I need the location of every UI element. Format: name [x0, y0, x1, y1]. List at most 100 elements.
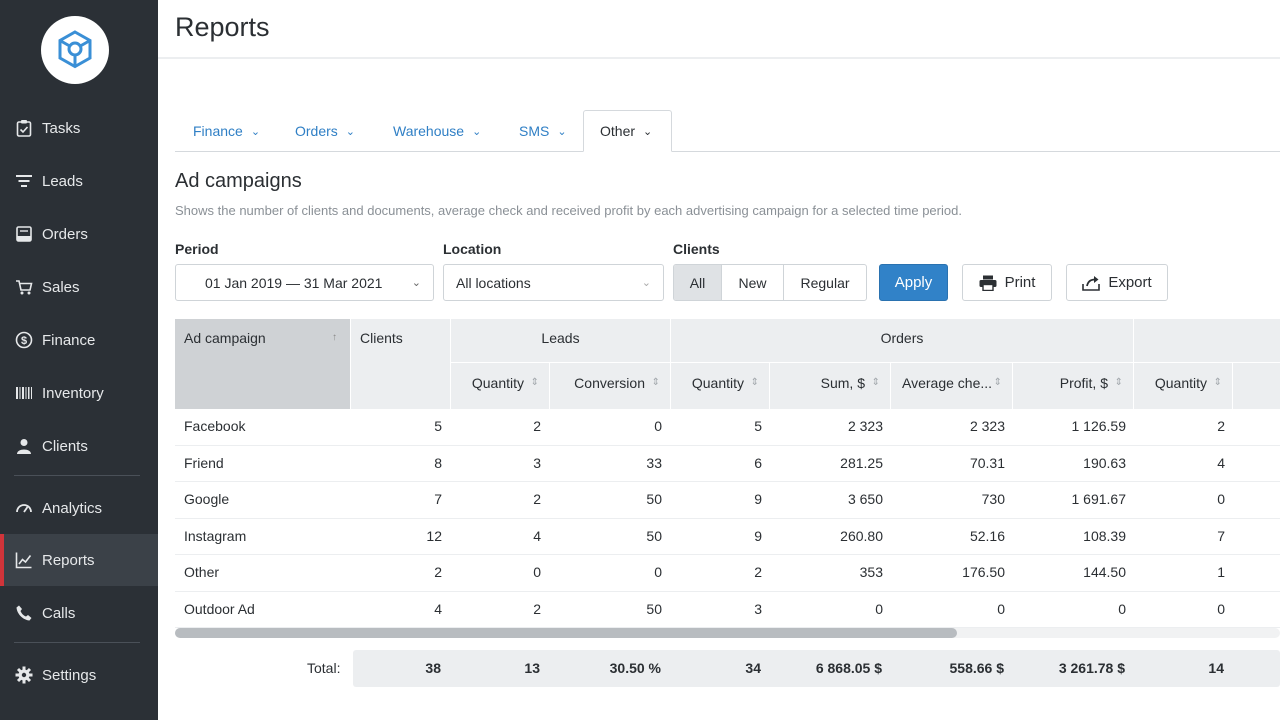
column-header-clients[interactable]: Clients: [351, 319, 450, 409]
sidebar-item-label: Leads: [42, 172, 83, 190]
row-divider: [175, 554, 1280, 555]
column-header-profit[interactable]: Profit, $ ⇕: [1013, 363, 1133, 409]
tab-other[interactable]: Other ⌄: [583, 110, 672, 152]
column-header-orders-quantity[interactable]: Quantity ⇕: [671, 363, 769, 409]
sidebar-item-analytics[interactable]: Analytics: [0, 482, 158, 534]
cell-conversion: 50: [646, 527, 662, 544]
cell-clients: 4: [434, 600, 442, 617]
sidebar-item-sales[interactable]: Sales: [0, 261, 158, 313]
column-header-next: [1233, 363, 1280, 409]
sidebar-item-tasks[interactable]: Tasks: [0, 102, 158, 154]
cell-clients: 12: [426, 527, 442, 544]
sidebar-divider: [14, 642, 140, 643]
total-label: Total:: [307, 660, 341, 676]
clients-option-new[interactable]: New: [722, 265, 784, 300]
tab-finance[interactable]: Finance ⌄: [193, 110, 260, 152]
column-header-conversion[interactable]: Conversion ⇕: [550, 363, 670, 409]
dollar-icon: $: [14, 330, 34, 350]
total-clients: 38: [425, 660, 441, 676]
table-row[interactable]: Outdoor Ad 4 2 50 3 0 0 0 0: [175, 592, 1280, 628]
tab-warehouse[interactable]: Warehouse ⌄: [393, 110, 481, 152]
period-select[interactable]: 01 Jan 2019 — 31 Mar 2021 ⌄: [175, 264, 434, 301]
cell-profit: 108.39: [1083, 527, 1126, 544]
cell-ad-campaign: Google: [184, 491, 230, 507]
table-row[interactable]: Other 2 0 0 2 353 176.50 144.50 1: [175, 555, 1280, 592]
horizontal-scrollbar-thumb[interactable]: [175, 628, 957, 638]
column-header-sum[interactable]: Sum, $ ⇕: [770, 363, 890, 409]
column-header-ad-campaign[interactable]: Ad campaign ↑: [175, 319, 350, 409]
sidebar-item-finance[interactable]: $ Finance: [0, 314, 158, 366]
period-label: Period: [175, 241, 219, 257]
table-row[interactable]: Google 7 2 50 9 3 650 730 1 691.67 0: [175, 482, 1280, 519]
chevron-down-icon: ⌄: [643, 125, 653, 138]
column-header-label: Clients: [360, 330, 403, 346]
section-description: Shows the number of clients and document…: [175, 203, 962, 218]
location-select[interactable]: All locations ⌄: [443, 264, 664, 301]
sidebar-item-calls[interactable]: Calls: [0, 587, 158, 639]
cell-conversion: 0: [654, 564, 662, 580]
tab-sms[interactable]: SMS ⌄: [519, 110, 567, 152]
location-value: All locations: [456, 274, 531, 291]
apply-button[interactable]: Apply: [879, 264, 948, 301]
sort-icon: ⇕: [1114, 377, 1123, 388]
cell-clients: 2: [434, 564, 442, 580]
column-header-leads-quantity[interactable]: Quantity ⇕: [451, 363, 549, 409]
export-button[interactable]: Export: [1066, 264, 1168, 301]
group-header-orders: Orders: [671, 319, 1133, 362]
cube-logo-icon: [58, 30, 92, 69]
cell-average-check: 52.16: [969, 527, 1005, 544]
sidebar-item-label: Reports: [42, 551, 95, 569]
report-table: Ad campaign ↑ Clients Leads Orders Quant…: [175, 319, 1280, 637]
cell-clients: 7: [434, 491, 442, 507]
total-orders-quantity: 34: [745, 660, 761, 676]
total-profit: 3 261.78 $: [1058, 660, 1125, 676]
cell-profit: 1 126.59: [1071, 418, 1127, 434]
sidebar-item-label: Clients: [42, 437, 88, 455]
sidebar-item-orders[interactable]: Orders: [0, 208, 158, 260]
column-header-average-check[interactable]: Average che... ⇕: [891, 363, 1012, 409]
cell-orders-quantity: 9: [754, 527, 762, 544]
sidebar-item-leads[interactable]: Leads: [0, 155, 158, 207]
tab-orders[interactable]: Orders ⌄: [295, 110, 355, 152]
print-label: Print: [1004, 274, 1036, 291]
cell-ad-campaign: Outdoor Ad: [184, 600, 255, 617]
clients-label: Clients: [673, 241, 720, 257]
clients-option-all[interactable]: All: [674, 265, 722, 300]
cell-ad-campaign: Friend: [184, 454, 224, 471]
cell-average-check: 2 323: [969, 418, 1005, 434]
cell-orders-quantity: 3: [754, 600, 762, 617]
print-button[interactable]: Print: [962, 264, 1052, 301]
clients-option-regular[interactable]: Regular: [800, 274, 850, 291]
cell-ad-campaign: Instagram: [184, 527, 247, 544]
column-header-label: Sum, $: [820, 375, 865, 391]
chevron-down-icon: ⌄: [345, 125, 356, 138]
column-header-label: Quantity: [691, 375, 744, 391]
column-header-next-quantity[interactable]: Quantity ⇕: [1134, 363, 1232, 409]
chart-line-icon: [14, 550, 34, 570]
location-label: Location: [443, 241, 502, 257]
row-divider: [175, 481, 1280, 482]
table-row[interactable]: Friend 8 3 33 6 281.25 70.31 190.63 4: [175, 446, 1280, 482]
sidebar-item-inventory[interactable]: Inventory: [0, 367, 158, 419]
header-divider: [158, 57, 1280, 59]
cell-clients: 8: [434, 454, 442, 471]
cell-next-quantity: 7: [1217, 527, 1225, 544]
clients-segmented-control: All New Regular: [673, 264, 867, 301]
app-logo[interactable]: [41, 16, 109, 84]
cell-conversion: 50: [646, 491, 662, 507]
cell-clients: 5: [434, 418, 442, 434]
cell-sum: 281.25: [840, 454, 883, 471]
sidebar-item-settings[interactable]: Settings: [0, 649, 158, 701]
gear-icon: [14, 665, 34, 685]
inbox-icon: [14, 224, 34, 244]
sidebar-item-clients[interactable]: Clients: [0, 420, 158, 472]
row-divider: [175, 517, 1280, 519]
table-row[interactable]: Instagram 12 4 50 9 260.80 52.16 108.39 7: [175, 519, 1280, 555]
cell-leads-quantity: 2: [533, 491, 541, 507]
sidebar-item-reports[interactable]: Reports: [0, 534, 158, 586]
table-row[interactable]: Facebook 5 2 0 5 2 323 2 323 1 126.59 2: [175, 409, 1280, 446]
group-header-label: Orders: [880, 330, 924, 346]
cell-orders-quantity: 5: [754, 418, 762, 434]
sort-icon: ⇕: [871, 377, 880, 388]
period-value: 01 Jan 2019 — 31 Mar 2021: [205, 274, 383, 291]
